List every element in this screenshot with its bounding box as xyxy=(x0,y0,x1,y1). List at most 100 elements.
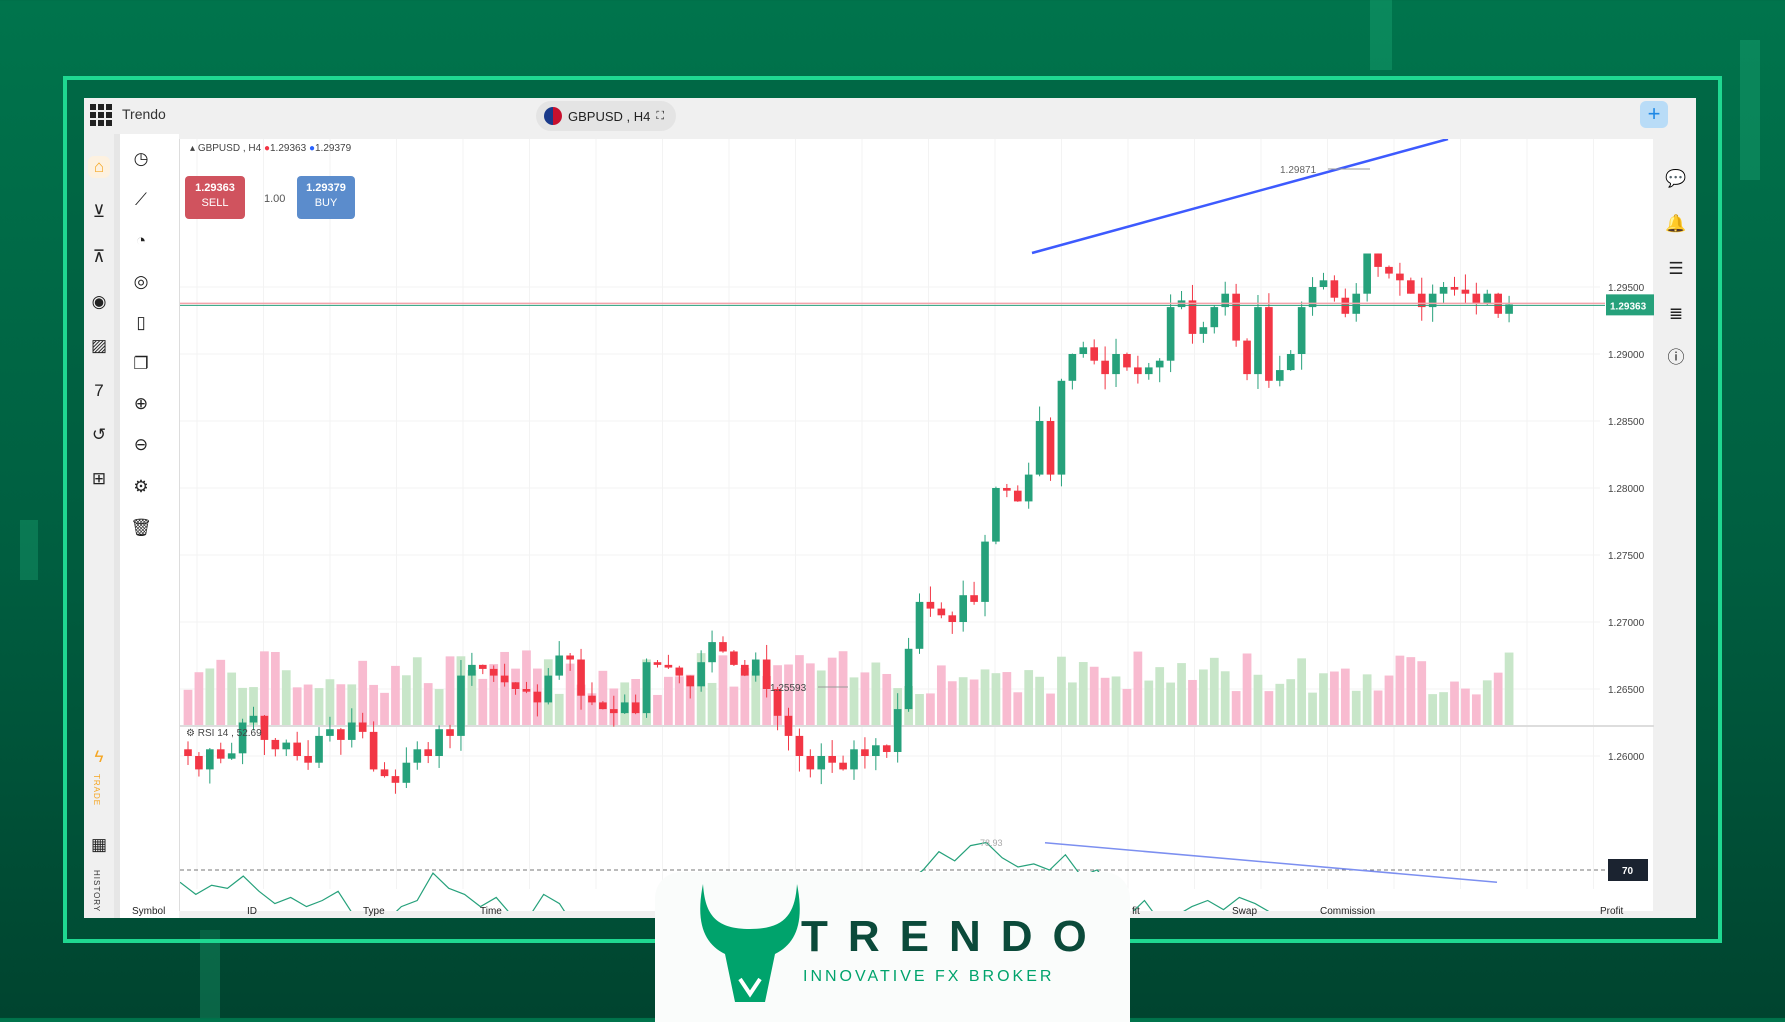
withdraw-icon[interactable]: ⊼ xyxy=(92,247,106,266)
history-label[interactable]: HISTORY xyxy=(92,870,101,913)
col-commission[interactable]: Commission xyxy=(1320,906,1376,917)
candle-body xyxy=(795,735,804,756)
col-id[interactable]: ID xyxy=(247,906,257,917)
history-clock-icon[interactable]: ↺ xyxy=(91,425,107,444)
volume-bar xyxy=(391,665,400,725)
trendo-logo-card: TRENDO INNOVATIVE FX BROKER xyxy=(655,872,1130,1022)
add-button[interactable]: + xyxy=(1640,101,1668,128)
buy-label: BUY xyxy=(314,197,338,209)
volume-bar xyxy=(1286,679,1296,725)
price-chart[interactable]: 1.29500 1.29000 1.28500 1.28000 1.27500 1.270… xyxy=(179,137,1654,918)
deposit-icon[interactable]: ⊻ xyxy=(92,202,106,221)
target-icon[interactable]: ◎ xyxy=(133,272,149,291)
trendline-tool-icon[interactable]: ⟋ xyxy=(135,190,147,209)
price-tick: 1.29000 xyxy=(1608,350,1645,361)
candle-body xyxy=(599,702,607,710)
menu-icon[interactable]: ☰ xyxy=(1668,259,1684,278)
candle-body xyxy=(664,664,673,668)
volume-bar xyxy=(1362,674,1372,725)
candle-body xyxy=(1221,293,1230,308)
candle-body xyxy=(227,753,236,759)
collapse-icon[interactable]: ▴ xyxy=(190,143,196,154)
candle-body xyxy=(1166,307,1175,361)
chart-canvas[interactable]: 1.29500 1.29000 1.28500 1.28000 1.27500 1.270… xyxy=(179,137,1654,918)
volume-bar xyxy=(1242,653,1252,725)
volume-bar xyxy=(795,655,804,725)
volume-bar xyxy=(1340,668,1350,725)
candle-body xyxy=(1428,293,1437,308)
list-icon[interactable]: ≣ xyxy=(1668,304,1684,323)
chat-icon[interactable]: 💬 xyxy=(1665,169,1687,188)
volume-bar xyxy=(554,693,564,725)
candle-body xyxy=(1144,367,1153,375)
volume-bar xyxy=(1275,683,1285,725)
volume-bar xyxy=(1002,672,1012,725)
volume-bar xyxy=(227,672,237,725)
candle-body xyxy=(642,662,651,714)
pie-tool-icon[interactable]: ◔ xyxy=(135,231,147,250)
volume-bar xyxy=(205,668,215,725)
home-icon[interactable]: ⌂ xyxy=(88,156,110,178)
candle-body xyxy=(184,749,192,756)
trading-app: Trendo GBPUSD , H4 ⛶ + ⌂ ⊻ ⊼ ◉ ▨ 7 ↺ ⊞ ϟ… xyxy=(84,98,1696,918)
sell-price: 1.29363 xyxy=(195,182,235,194)
volume-bar xyxy=(1351,690,1361,725)
candle-body xyxy=(457,675,465,736)
trade-icon[interactable]: ϟ xyxy=(94,747,104,766)
volume-bar xyxy=(1067,682,1077,725)
candle-body xyxy=(850,749,858,770)
clock-icon[interactable]: ◷ xyxy=(133,149,149,168)
volume-bar xyxy=(860,672,870,725)
rsi-level-tag xyxy=(1608,859,1648,881)
history-icon[interactable]: ▦ xyxy=(90,835,108,854)
trash-icon[interactable]: 🗑 xyxy=(130,518,152,537)
candle-body xyxy=(915,601,924,649)
col-time[interactable]: Time xyxy=(480,906,502,917)
trade-label[interactable]: TRADE xyxy=(92,774,101,807)
gbp-usd-flag-icon xyxy=(544,107,562,125)
fullscreen-icon[interactable]: ⛶ xyxy=(656,109,665,122)
candle-body xyxy=(358,722,367,732)
candle-body xyxy=(620,702,629,714)
calendar-icon[interactable]: 7 xyxy=(94,381,104,400)
symbol-selector[interactable]: GBPUSD , H4 ⛶ xyxy=(536,101,677,131)
col-swap[interactable]: Swap xyxy=(1232,906,1258,917)
price-tick: 1.26500 xyxy=(1608,685,1645,696)
sell-button[interactable]: 1.29363 SELL xyxy=(185,176,245,219)
legend-ask: 1.29379 xyxy=(314,143,352,154)
candle-body xyxy=(1101,360,1109,375)
zoom-out-icon[interactable]: ⊖ xyxy=(133,435,149,454)
volume-bar xyxy=(183,689,193,725)
gift-icon[interactable]: ⊞ xyxy=(91,469,107,488)
candle-body xyxy=(609,709,618,714)
volume-bar xyxy=(1264,691,1274,725)
note-icon[interactable]: ▯ xyxy=(136,313,146,332)
lot-size[interactable]: 1.00 xyxy=(264,193,286,205)
candle-body xyxy=(1210,307,1219,328)
candle-body xyxy=(1024,474,1033,502)
info-icon[interactable]: ⓘ xyxy=(1667,348,1685,367)
volume-bar xyxy=(1133,651,1143,725)
col-profit-partial[interactable]: fit xyxy=(1132,906,1140,917)
broadcast-icon[interactable]: ◉ xyxy=(91,292,107,311)
rsi-level-label: 70 xyxy=(1622,866,1634,877)
bell-icon[interactable]: 🔔 xyxy=(1665,214,1687,233)
price-trendline xyxy=(1031,137,1449,255)
apps-grid-icon[interactable] xyxy=(90,104,112,126)
col-type[interactable]: Type xyxy=(363,906,385,917)
settings-icon[interactable]: ⚙ xyxy=(133,477,149,496)
candle-body xyxy=(1275,370,1284,381)
volume-bar xyxy=(347,684,357,725)
zoom-in-icon[interactable]: ⊕ xyxy=(133,394,149,413)
candle-body xyxy=(1046,421,1055,475)
candle-body xyxy=(1254,307,1262,375)
rsi-settings-icon[interactable]: ⚙ xyxy=(186,728,195,739)
candle-body xyxy=(533,691,542,703)
copy-icon[interactable]: ❐ xyxy=(133,354,149,373)
col-profit[interactable]: Profit xyxy=(1600,906,1624,917)
buy-button[interactable]: 1.29379 BUY xyxy=(297,176,355,219)
col-symbol[interactable]: Symbol xyxy=(132,906,166,917)
chart-icon[interactable]: ▨ xyxy=(90,336,108,355)
volume-bar xyxy=(1035,676,1044,725)
volume-bar xyxy=(292,687,302,725)
